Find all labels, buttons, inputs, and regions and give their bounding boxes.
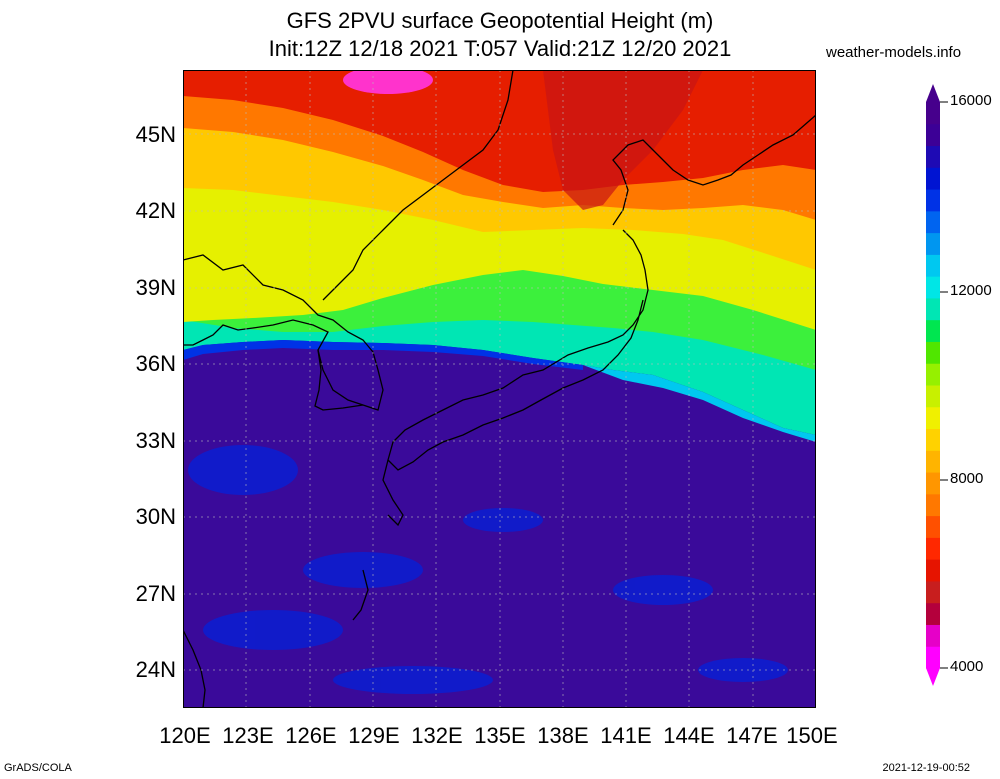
site-credit: weather-models.info (826, 44, 962, 61)
colorbar-segment (926, 406, 940, 430)
lat-label: 42N (135, 198, 176, 223)
lon-label: 144E (663, 723, 715, 748)
colorbar-segment (926, 232, 940, 255)
lat-label: 24N (135, 657, 176, 682)
map-frame (183, 70, 816, 708)
colorbar-min-arrow (926, 668, 940, 686)
lat-label: 39N (135, 275, 176, 300)
lon-label: 147E (726, 723, 778, 748)
lon-label: 123E (222, 723, 274, 748)
colorbar-label: 4000 (950, 658, 984, 675)
colorbar-segment (926, 341, 940, 364)
footer-credit: GrADS/COLA (4, 762, 72, 774)
magenta-core (343, 70, 433, 94)
lat-label: 33N (135, 428, 176, 453)
colorbar-segment (926, 580, 940, 604)
colorbar-segment (926, 210, 940, 234)
colorbar-segment (926, 167, 940, 190)
colorbar-segment (926, 145, 940, 168)
colorbar-segment (926, 123, 940, 147)
colorbar-label: 12000 (950, 282, 992, 299)
colorbar-segment (926, 319, 940, 342)
lon-label: 138E (537, 723, 589, 748)
colorbar-segment (926, 602, 940, 625)
lon-label: 132E (411, 723, 463, 748)
lat-label: 30N (135, 504, 176, 529)
band-darkred (543, 70, 703, 210)
lat-label: 36N (135, 351, 176, 376)
chart-title: GFS 2PVU surface Geopotential Height (m) (286, 8, 714, 33)
colorbar-label: 8000 (950, 470, 984, 487)
map-plot (183, 70, 816, 708)
colorbar-segment (926, 385, 940, 408)
colorbar-segment (926, 276, 940, 299)
lat-label: 27N (135, 581, 176, 606)
lon-label: 129E (348, 723, 400, 748)
lon-label: 126E (285, 723, 337, 748)
colorbar-segment (926, 624, 940, 647)
colorbar-segment (926, 493, 940, 517)
colorbar-label: 16000 (950, 92, 992, 109)
colorbar-segment (926, 102, 940, 125)
band-cyan (583, 365, 816, 442)
colorbar (926, 84, 948, 686)
colorbar-segment (926, 297, 940, 321)
footer-timestamp: 2021-12-19-00:52 (882, 762, 970, 774)
chart-subtitle: Init:12Z 12/18 2021 T:057 Valid:21Z 12/2… (268, 36, 732, 61)
lon-label: 120E (159, 723, 211, 748)
colorbar-segment (926, 254, 940, 277)
blue-patches (188, 445, 788, 694)
lon-label: 135E (474, 723, 526, 748)
band-blue-edge (183, 340, 583, 370)
colorbar-segment (926, 537, 940, 560)
colorbar-segment (926, 515, 940, 538)
lon-label: 150E (786, 723, 838, 748)
colorbar-segment (926, 646, 940, 669)
lon-label: 141E (600, 723, 652, 748)
colorbar-segment (926, 428, 940, 451)
colorbar-max-arrow (926, 84, 940, 102)
gridlines (183, 70, 816, 708)
colorbar-segment (926, 559, 940, 582)
lat-label: 45N (135, 122, 176, 147)
colorbar-segment (926, 363, 940, 386)
colorbar-segment (926, 189, 940, 212)
colorbar-segment (926, 472, 940, 495)
colorbar-segment (926, 450, 940, 473)
